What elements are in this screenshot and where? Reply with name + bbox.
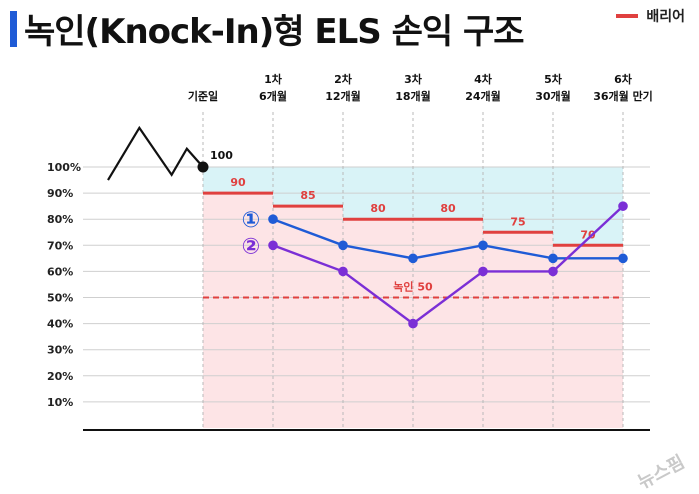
chart-area: 녹인(Knock-In)형 ELS 손익 구조 배리어 10% 20% 30% 40%… (10, 6, 689, 493)
x-label-period-months: 12개월 (325, 89, 361, 103)
series-1-marker: ① (242, 208, 261, 233)
title-accent-bar (10, 11, 17, 47)
y-tick-label: 100% (47, 161, 81, 174)
y-tick-label: 40% (47, 318, 73, 331)
series-2-point (618, 201, 628, 211)
series-1-point (408, 253, 418, 264)
start-point (197, 161, 209, 173)
x-label-period-months: 6개월 (259, 89, 287, 103)
upper-zone-segment (483, 167, 553, 233)
barrier-label: 75 (510, 215, 525, 228)
upper-zone-segment (273, 167, 343, 207)
y-tick-label: 80% (47, 213, 73, 226)
series-2-point (478, 266, 488, 277)
legend-barrier-label: 배리어 (646, 9, 685, 25)
x-label-period-number: 3차 (404, 72, 423, 86)
barrier-label: 70 (580, 228, 596, 241)
barrier-label: 85 (300, 189, 315, 202)
start-value-label: 100 (210, 149, 233, 162)
legend: 배리어 (616, 6, 685, 26)
y-tick-label: 20% (47, 370, 73, 383)
x-label-period-number: 1차 (264, 72, 283, 86)
barrier-label: 80 (370, 202, 386, 215)
series-2-point (548, 266, 558, 277)
pre-start-path (107, 125, 204, 181)
x-label-period-number: 5차 (544, 72, 563, 86)
series-2-point (408, 318, 418, 329)
barrier-label: 90 (230, 176, 246, 189)
x-label-period-number: 4차 (474, 72, 493, 86)
x-label-period-months: 30개월 (535, 89, 571, 103)
upper-zone-segment (553, 167, 623, 246)
series-1-point (478, 240, 488, 251)
series-2-point (268, 240, 278, 251)
series-1-point (338, 240, 348, 251)
x-label-period-number: 2차 (334, 72, 353, 86)
legend-barrier-swatch (616, 14, 639, 18)
y-tick-label: 50% (47, 292, 73, 305)
y-tick-label: 70% (47, 239, 73, 252)
series-1-point (548, 253, 558, 264)
y-tick-label: 60% (47, 265, 73, 278)
x-label-period-number: 6차 (614, 72, 633, 86)
barrier-label: 80 (440, 202, 456, 215)
x-label-start: 기준일 (188, 89, 218, 103)
series-1-line (272, 218, 623, 260)
chart-svg: 10% 20% 30% 40% 50% 60% 70% 80% 90% 100% 기준일 1차 6개월 2… (47, 72, 653, 431)
x-label-period-months: 36개월 만기 (593, 89, 653, 103)
series-2-point (338, 266, 348, 277)
y-tick-label: 30% (47, 344, 73, 357)
y-tick-label: 10% (47, 396, 73, 409)
series-2-line (272, 205, 624, 326)
upper-zone-segment (203, 167, 273, 194)
series-2-marker: ② (242, 234, 261, 259)
series-1-point (618, 253, 628, 264)
knock-in-label: 녹인 50 (393, 280, 433, 294)
series-1-point (268, 214, 278, 224)
x-label-period-months: 18개월 (395, 89, 431, 103)
x-label-period-months: 24개월 (465, 89, 501, 103)
y-tick-label: 90% (47, 187, 73, 200)
chart-title: 녹인(Knock-In)형 ELS 손익 구조 (24, 12, 525, 52)
